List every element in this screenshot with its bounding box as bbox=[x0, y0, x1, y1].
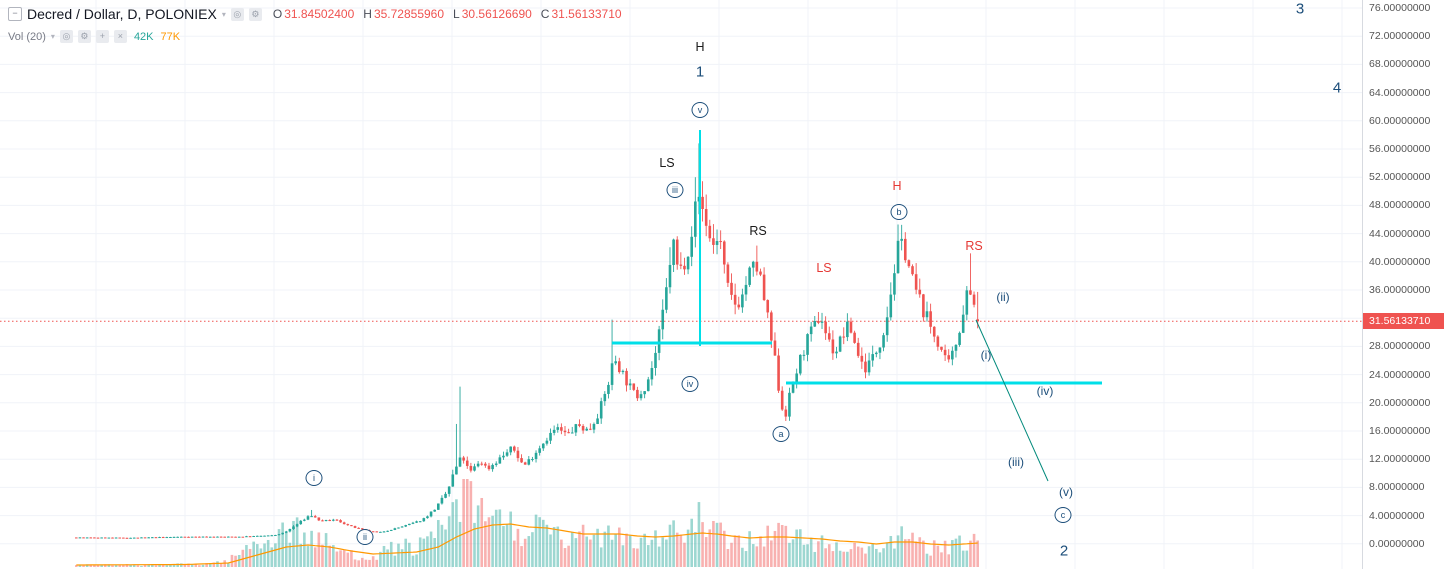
last-price-tag: 31.56133710 bbox=[1363, 313, 1444, 330]
wave-label-circled[interactable]: i bbox=[305, 470, 323, 486]
symbol-legend-row: − Decred / Dollar, D, POLONIEX ▾ ◎ ⚙ O 31… bbox=[8, 6, 622, 22]
volume-ma-line bbox=[76, 523, 978, 566]
collapse-legend-icon[interactable]: − bbox=[8, 7, 22, 21]
price-axis-label: 60.00000000 bbox=[1369, 114, 1431, 127]
price-axis-label: 28.00000000 bbox=[1369, 340, 1431, 353]
eye-icon[interactable]: ◎ bbox=[230, 7, 244, 21]
price-axis-label: 68.00000000 bbox=[1369, 58, 1431, 71]
grid-lines bbox=[0, 0, 1362, 569]
chevron-down-icon[interactable]: ▾ bbox=[50, 32, 55, 41]
volume-value: 42K bbox=[133, 30, 154, 43]
chart-annotation[interactable]: 3 bbox=[1295, 0, 1305, 18]
price-axis-label: 4.00000000 bbox=[1369, 509, 1425, 522]
chart-annotation[interactable]: RS bbox=[965, 239, 983, 253]
price-axis-label: 40.00000000 bbox=[1369, 255, 1431, 268]
open-value: 31.84502400 bbox=[284, 7, 355, 21]
chart-annotation[interactable]: (i) bbox=[980, 348, 992, 362]
wave-label-circled[interactable]: c bbox=[1054, 507, 1072, 523]
wave-label-circled[interactable]: b bbox=[890, 204, 908, 220]
drawing-trend-line[interactable] bbox=[975, 319, 1049, 482]
gear-icon[interactable]: ⚙ bbox=[77, 30, 91, 43]
chart-annotation[interactable]: LS bbox=[659, 156, 675, 170]
volume-series bbox=[75, 479, 979, 567]
wave-label-circled[interactable]: a bbox=[772, 426, 790, 442]
wave-label-circled[interactable]: iii bbox=[666, 182, 684, 198]
wave-label-circled[interactable]: iv bbox=[681, 376, 699, 392]
price-axis-label: 48.00000000 bbox=[1369, 199, 1431, 212]
gear-icon[interactable]: ⚙ bbox=[248, 7, 262, 21]
price-axis-label: 36.00000000 bbox=[1369, 284, 1431, 296]
close-icon[interactable]: × bbox=[113, 30, 127, 43]
chart-annotation[interactable]: 2 bbox=[1059, 542, 1069, 560]
volume-indicator-label[interactable]: Vol (20) bbox=[8, 30, 46, 43]
price-axis-label: 64.00000000 bbox=[1369, 86, 1431, 99]
price-axis-label: 0.00000000 bbox=[1369, 537, 1425, 550]
chart-annotation[interactable]: (iv) bbox=[1036, 384, 1054, 398]
chart-annotation[interactable]: (iii) bbox=[1008, 455, 1024, 469]
price-axis-label: 52.00000000 bbox=[1369, 171, 1431, 184]
wave-label-circled[interactable]: ii bbox=[356, 529, 374, 545]
open-label: O bbox=[272, 7, 283, 21]
wave-label-circled[interactable]: v bbox=[691, 102, 709, 118]
price-axis-label: 20.00000000 bbox=[1369, 396, 1431, 409]
price-axis-label: 44.00000000 bbox=[1369, 227, 1431, 240]
price-axis-label: 16.00000000 bbox=[1369, 425, 1431, 437]
low-label: L bbox=[453, 7, 460, 21]
eye-icon[interactable]: ◎ bbox=[59, 30, 73, 43]
close-label: C bbox=[540, 7, 550, 21]
volume-legend-row: Vol (20) ▾ ◎ ⚙ + × 42K 77K bbox=[8, 30, 622, 43]
price-axis[interactable]: 76.00000000 72.00000000 68.00000000 64.0000… bbox=[1362, 0, 1444, 569]
candlestick-series bbox=[75, 143, 979, 539]
close-value: 31.56133710 bbox=[551, 7, 622, 21]
volume-ma-value: 77K bbox=[160, 30, 181, 43]
high-label: H bbox=[363, 7, 372, 21]
high-value: 35.72855960 bbox=[373, 7, 445, 21]
chart-annotation[interactable]: RS bbox=[749, 224, 767, 238]
chart-annotation[interactable]: 1 bbox=[695, 63, 705, 81]
chart-annotation[interactable]: (ii) bbox=[996, 290, 1010, 304]
price-axis-label: 76.00000000 bbox=[1369, 2, 1431, 14]
chart-annotation[interactable]: LS bbox=[816, 261, 832, 275]
ohlc-readout: O 31.84502400 H 35.72855960 L 30.56126690 C… bbox=[273, 7, 622, 21]
price-axis-label: 72.00000000 bbox=[1369, 30, 1431, 43]
price-axis-label: 12.00000000 bbox=[1369, 453, 1431, 466]
chart-annotation[interactable]: H bbox=[892, 179, 902, 193]
price-axis-label: 56.00000000 bbox=[1369, 143, 1431, 155]
price-axis-label: 24.00000000 bbox=[1369, 368, 1431, 381]
chart-legend: − Decred / Dollar, D, POLONIEX ▾ ◎ ⚙ O 31… bbox=[8, 6, 622, 43]
symbol-title[interactable]: Decred / Dollar, D, POLONIEX bbox=[27, 6, 217, 22]
price-axis-label: 8.00000000 bbox=[1369, 481, 1425, 494]
plus-icon[interactable]: + bbox=[95, 30, 109, 43]
chart-annotation[interactable]: H bbox=[695, 40, 705, 54]
chart-annotation[interactable]: 4 bbox=[1332, 79, 1342, 97]
low-value: 30.56126690 bbox=[461, 7, 532, 21]
chevron-down-icon[interactable]: ▾ bbox=[221, 9, 226, 19]
chart-annotation[interactable]: (v) bbox=[1059, 485, 1073, 499]
